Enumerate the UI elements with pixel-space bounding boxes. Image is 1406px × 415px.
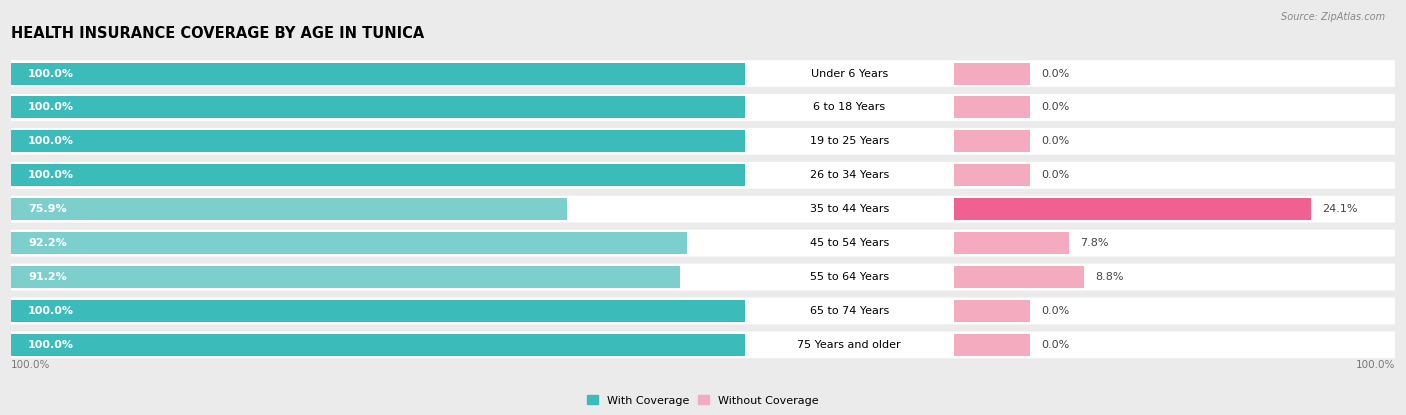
Bar — [953, 63, 1031, 85]
Bar — [11, 232, 688, 254]
Text: 75.9%: 75.9% — [28, 204, 66, 214]
Text: 55 to 64 Years: 55 to 64 Years — [810, 272, 889, 282]
Text: 45 to 54 Years: 45 to 54 Years — [810, 238, 889, 248]
FancyBboxPatch shape — [11, 298, 1395, 325]
Text: 0.0%: 0.0% — [1042, 306, 1070, 316]
Bar — [11, 334, 745, 356]
Text: 35 to 44 Years: 35 to 44 Years — [810, 204, 889, 214]
Text: 65 to 74 Years: 65 to 74 Years — [810, 306, 889, 316]
Text: 0.0%: 0.0% — [1042, 68, 1070, 78]
Text: 19 to 25 Years: 19 to 25 Years — [810, 137, 889, 146]
Text: 100.0%: 100.0% — [28, 103, 75, 112]
Bar — [953, 300, 1031, 322]
Bar — [11, 198, 567, 220]
Text: 100.0%: 100.0% — [28, 137, 75, 146]
Text: 92.2%: 92.2% — [28, 238, 66, 248]
Bar — [11, 63, 745, 85]
FancyBboxPatch shape — [11, 230, 1395, 256]
Legend: With Coverage, Without Coverage: With Coverage, Without Coverage — [582, 391, 824, 410]
Bar — [953, 130, 1031, 152]
Bar — [11, 96, 745, 118]
Text: 100.0%: 100.0% — [28, 68, 75, 78]
Text: HEALTH INSURANCE COVERAGE BY AGE IN TUNICA: HEALTH INSURANCE COVERAGE BY AGE IN TUNI… — [11, 26, 425, 42]
Text: Under 6 Years: Under 6 Years — [810, 68, 887, 78]
Text: 0.0%: 0.0% — [1042, 103, 1070, 112]
Text: 100.0%: 100.0% — [28, 170, 75, 180]
Text: 0.0%: 0.0% — [1042, 340, 1070, 350]
FancyBboxPatch shape — [11, 332, 1395, 358]
FancyBboxPatch shape — [11, 60, 1395, 87]
Text: 26 to 34 Years: 26 to 34 Years — [810, 170, 889, 180]
Text: 100.0%: 100.0% — [1355, 359, 1395, 369]
Bar — [953, 334, 1031, 356]
Bar — [11, 130, 745, 152]
Text: 7.8%: 7.8% — [1080, 238, 1109, 248]
Text: 0.0%: 0.0% — [1042, 170, 1070, 180]
FancyBboxPatch shape — [11, 196, 1395, 222]
Bar — [953, 198, 1312, 220]
Bar — [953, 232, 1070, 254]
Bar — [11, 300, 745, 322]
Text: 0.0%: 0.0% — [1042, 137, 1070, 146]
Bar — [953, 164, 1031, 186]
FancyBboxPatch shape — [11, 264, 1395, 290]
Bar — [11, 266, 681, 288]
FancyBboxPatch shape — [11, 94, 1395, 121]
Text: 75 Years and older: 75 Years and older — [797, 340, 901, 350]
Text: 100.0%: 100.0% — [11, 359, 51, 369]
Text: 91.2%: 91.2% — [28, 272, 66, 282]
Bar — [11, 164, 745, 186]
Bar — [953, 96, 1031, 118]
Text: 8.8%: 8.8% — [1095, 272, 1123, 282]
Text: 6 to 18 Years: 6 to 18 Years — [813, 103, 886, 112]
Text: 24.1%: 24.1% — [1323, 204, 1358, 214]
Text: 100.0%: 100.0% — [28, 340, 75, 350]
FancyBboxPatch shape — [11, 162, 1395, 189]
FancyBboxPatch shape — [11, 128, 1395, 155]
Text: Source: ZipAtlas.com: Source: ZipAtlas.com — [1281, 12, 1385, 22]
Bar — [953, 266, 1084, 288]
Text: 100.0%: 100.0% — [28, 306, 75, 316]
